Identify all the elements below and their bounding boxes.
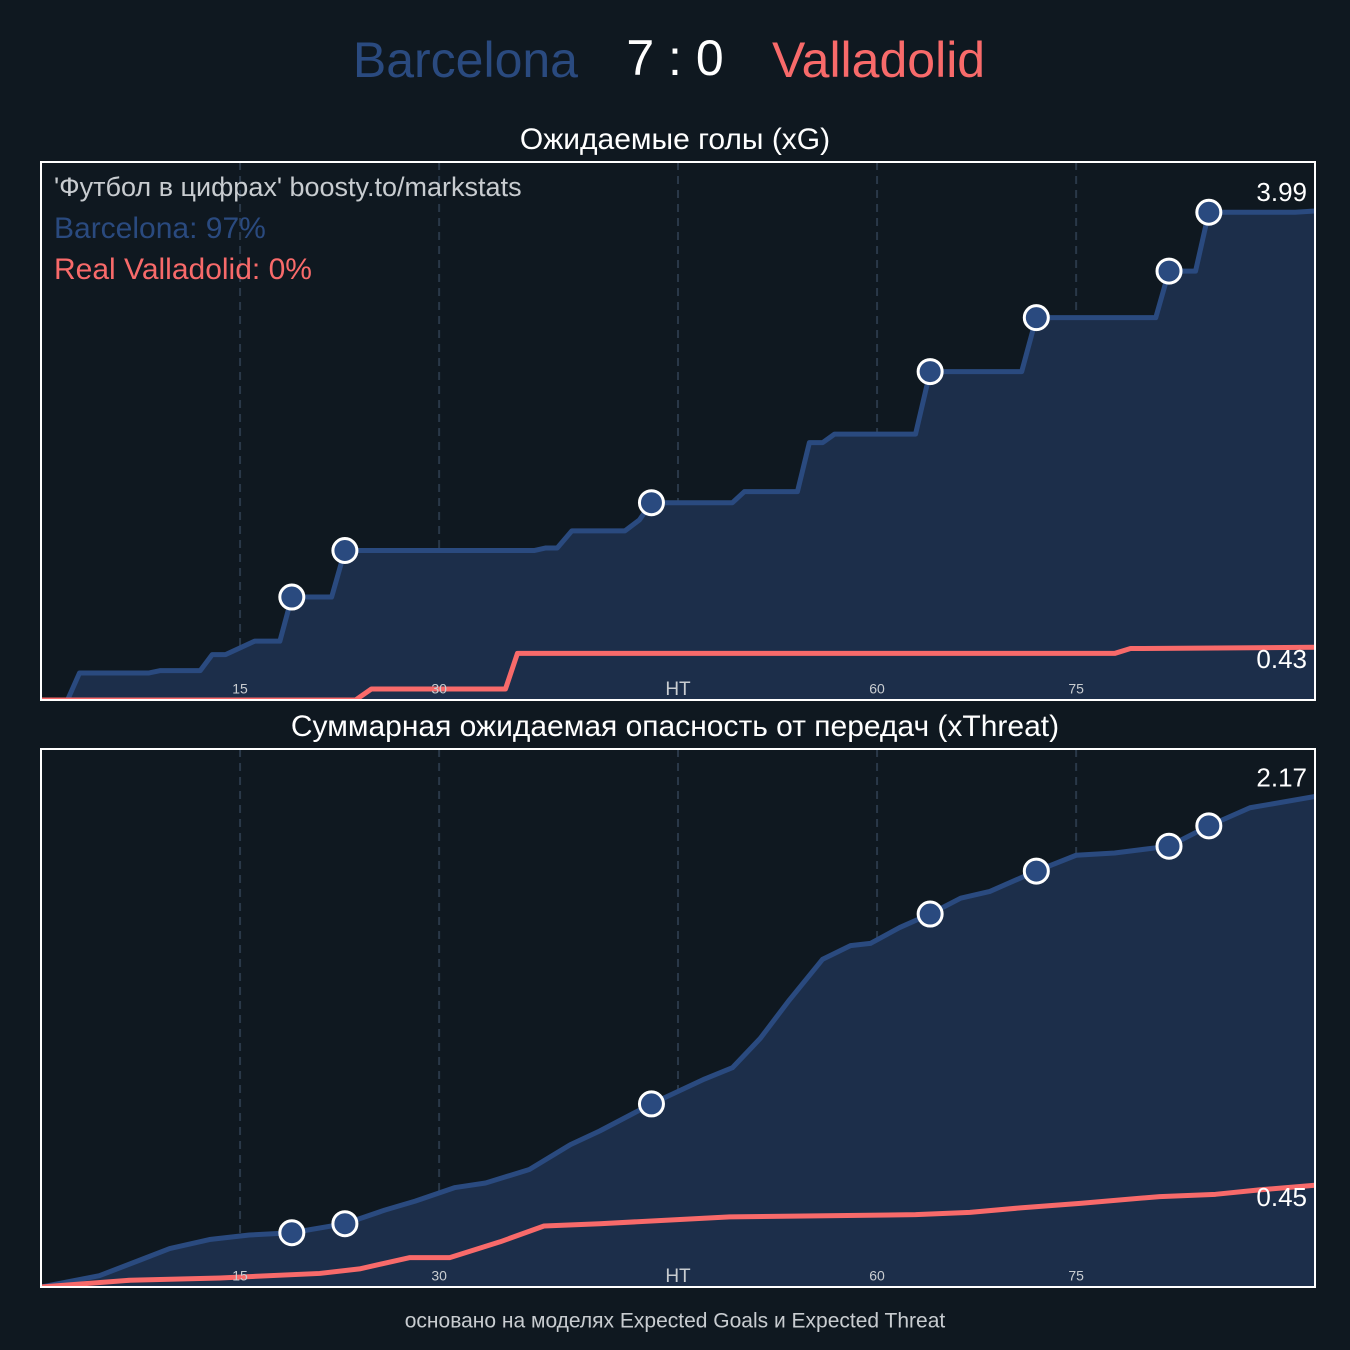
annotation: Barcelona: 97%: [54, 212, 266, 245]
x-tick-label: HT: [665, 1266, 691, 1287]
annotation: 'Футбол в цифрах' boosty.to/markstats: [54, 172, 522, 202]
x-tick-label: HT: [665, 679, 691, 700]
area: [41, 211, 1315, 700]
goal-marker: [278, 583, 306, 611]
panel-frame: [40, 161, 1316, 701]
area: [41, 796, 1315, 1287]
goal-marker: [1155, 832, 1183, 860]
goal-marker: [916, 358, 944, 386]
chart-title: Ожидаемые голы (xG): [520, 123, 830, 156]
end-value-label: 0.43: [1256, 644, 1307, 674]
panel-frame: [40, 748, 1316, 1288]
goal-marker: [278, 1219, 306, 1247]
x-tick-label: 75: [1068, 1268, 1084, 1284]
goal-marker: [1195, 812, 1223, 840]
goal-marker: [1155, 257, 1183, 285]
x-tick-label: 75: [1068, 681, 1084, 697]
series-line: [41, 794, 1315, 1287]
goal-marker: [1022, 304, 1050, 332]
plot-area: [41, 162, 1315, 700]
x-tick-label: 60: [869, 1268, 885, 1284]
goal-marker: [1195, 198, 1223, 226]
score: 7 : 0: [626, 30, 723, 86]
goal-marker: [331, 536, 359, 564]
footer-note: основано на моделях Expected Goals и Exp…: [405, 1310, 946, 1333]
end-value-label: 2.17: [1256, 762, 1307, 792]
end-value-label: 3.99: [1256, 177, 1307, 207]
x-tick-label: 30: [431, 681, 447, 697]
goal-marker: [916, 900, 944, 928]
x-tick-label: 30: [431, 1268, 447, 1284]
series-line: [41, 208, 1315, 700]
goal-marker: [331, 1210, 359, 1238]
goal-marker: [1022, 857, 1050, 885]
away-team: Valladolid: [772, 32, 985, 88]
chart-title: Суммарная ожидаемая опасность от передач…: [291, 710, 1059, 743]
home-team: Barcelona: [353, 32, 578, 88]
goal-marker: [637, 489, 665, 517]
series-line: [41, 644, 1315, 700]
x-tick-label: 60: [869, 681, 885, 697]
goal-marker: [637, 1090, 665, 1118]
end-value-label: 0.45: [1256, 1182, 1307, 1212]
plot-area: [41, 749, 1315, 1287]
x-tick-label: 15: [232, 681, 248, 697]
x-tick-label: 15: [232, 1268, 248, 1284]
series-line: [41, 1182, 1315, 1287]
annotation: Real Valladolid: 0%: [54, 253, 312, 286]
